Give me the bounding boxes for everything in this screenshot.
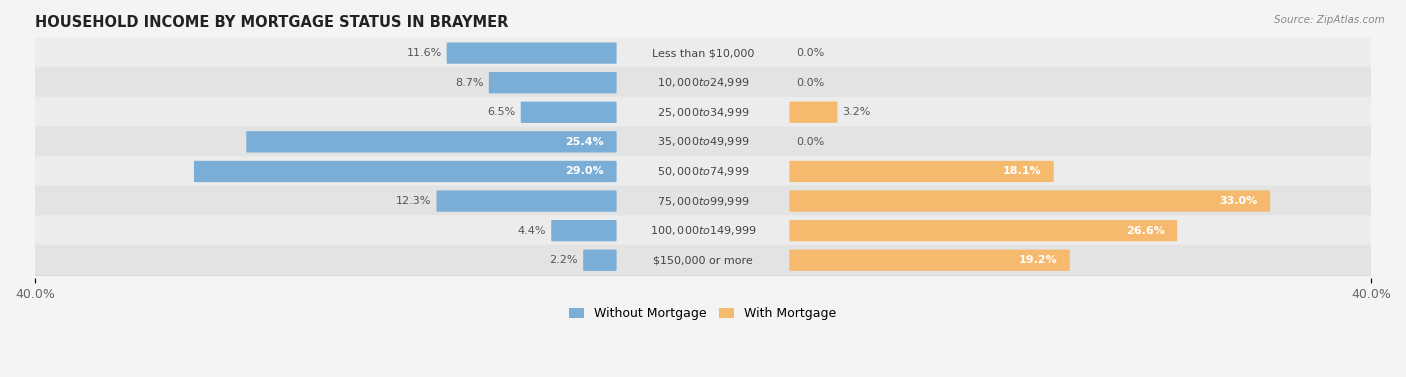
Text: $35,000 to $49,999: $35,000 to $49,999 bbox=[657, 135, 749, 149]
FancyBboxPatch shape bbox=[34, 38, 1372, 69]
FancyBboxPatch shape bbox=[246, 131, 617, 153]
Text: $100,000 to $149,999: $100,000 to $149,999 bbox=[650, 224, 756, 237]
Text: 26.6%: 26.6% bbox=[1126, 226, 1164, 236]
Text: 2.2%: 2.2% bbox=[550, 255, 578, 265]
Text: 0.0%: 0.0% bbox=[796, 48, 824, 58]
FancyBboxPatch shape bbox=[34, 185, 1372, 216]
FancyBboxPatch shape bbox=[34, 97, 1372, 128]
FancyBboxPatch shape bbox=[789, 220, 1177, 241]
FancyBboxPatch shape bbox=[551, 220, 617, 241]
FancyBboxPatch shape bbox=[789, 190, 1270, 212]
Text: $75,000 to $99,999: $75,000 to $99,999 bbox=[657, 195, 749, 208]
FancyBboxPatch shape bbox=[447, 43, 617, 64]
FancyBboxPatch shape bbox=[34, 156, 1372, 187]
FancyBboxPatch shape bbox=[194, 161, 617, 182]
Text: 3.2%: 3.2% bbox=[842, 107, 870, 117]
FancyBboxPatch shape bbox=[34, 126, 1372, 157]
FancyBboxPatch shape bbox=[34, 245, 1372, 276]
Text: HOUSEHOLD INCOME BY MORTGAGE STATUS IN BRAYMER: HOUSEHOLD INCOME BY MORTGAGE STATUS IN B… bbox=[35, 15, 509, 30]
Text: $50,000 to $74,999: $50,000 to $74,999 bbox=[657, 165, 749, 178]
Text: 18.1%: 18.1% bbox=[1002, 167, 1042, 176]
Text: 8.7%: 8.7% bbox=[456, 78, 484, 88]
Text: 12.3%: 12.3% bbox=[396, 196, 432, 206]
FancyBboxPatch shape bbox=[789, 102, 838, 123]
FancyBboxPatch shape bbox=[34, 67, 1372, 98]
FancyBboxPatch shape bbox=[489, 72, 617, 93]
Text: 11.6%: 11.6% bbox=[406, 48, 441, 58]
FancyBboxPatch shape bbox=[436, 190, 617, 212]
FancyBboxPatch shape bbox=[34, 215, 1372, 246]
Text: 0.0%: 0.0% bbox=[796, 78, 824, 88]
FancyBboxPatch shape bbox=[789, 161, 1053, 182]
Text: 25.4%: 25.4% bbox=[565, 137, 605, 147]
Text: 19.2%: 19.2% bbox=[1018, 255, 1057, 265]
Text: 0.0%: 0.0% bbox=[796, 137, 824, 147]
Text: $25,000 to $34,999: $25,000 to $34,999 bbox=[657, 106, 749, 119]
Text: Source: ZipAtlas.com: Source: ZipAtlas.com bbox=[1274, 15, 1385, 25]
FancyBboxPatch shape bbox=[789, 250, 1070, 271]
Text: 4.4%: 4.4% bbox=[517, 226, 546, 236]
Text: 29.0%: 29.0% bbox=[565, 167, 605, 176]
Legend: Without Mortgage, With Mortgage: Without Mortgage, With Mortgage bbox=[564, 302, 842, 325]
Text: Less than $10,000: Less than $10,000 bbox=[652, 48, 754, 58]
Text: $150,000 or more: $150,000 or more bbox=[654, 255, 752, 265]
Text: $10,000 to $24,999: $10,000 to $24,999 bbox=[657, 76, 749, 89]
Text: 6.5%: 6.5% bbox=[488, 107, 516, 117]
Text: 33.0%: 33.0% bbox=[1219, 196, 1258, 206]
FancyBboxPatch shape bbox=[520, 102, 617, 123]
FancyBboxPatch shape bbox=[583, 250, 617, 271]
